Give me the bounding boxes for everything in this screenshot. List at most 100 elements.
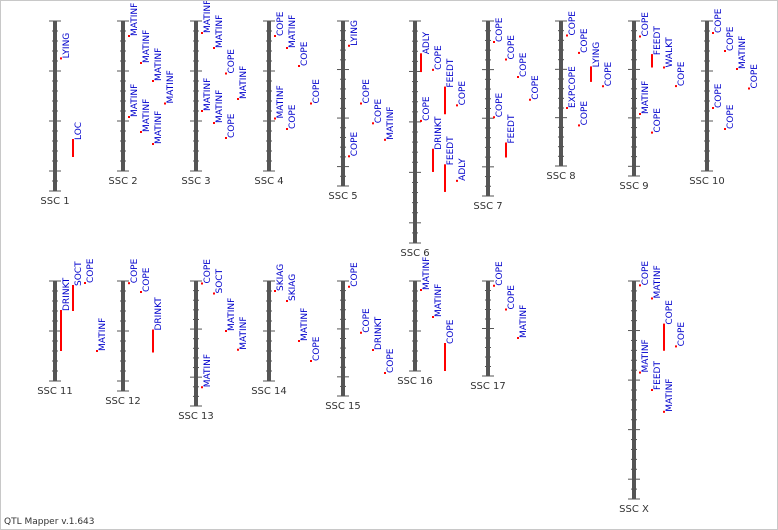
qtl-trait-label: FEEDT	[446, 58, 456, 87]
qtl-trait-label: COPE	[677, 322, 687, 347]
qtl-peak-dot	[602, 85, 604, 88]
qtl-peak-dot	[60, 310, 62, 312]
qtl-peak-dot	[566, 107, 568, 109]
qtl-peak-dot	[140, 131, 142, 133]
qtl-trait-label: LYING	[350, 20, 360, 46]
chromosome-label: SSC 4	[254, 176, 283, 187]
chromosome-label: SSC 12	[105, 396, 141, 407]
qtl-trait-label: COPE	[312, 79, 322, 104]
qtl-peak-dot	[444, 164, 446, 167]
qtl-peak-dot	[213, 122, 215, 124]
qtl-peak-dot	[748, 87, 750, 90]
qtl-trait-label: MATINF	[142, 99, 152, 132]
qtl-peak-dot	[225, 330, 227, 332]
qtl-trait-label: MATINF	[215, 90, 225, 123]
qtl-trait-label: DRINKT	[62, 277, 72, 311]
qtl-trait-label: COPE	[726, 104, 736, 129]
qtl-trait-label: ADLY	[422, 31, 432, 54]
qtl-peak-dot	[128, 35, 130, 37]
qtl-trait-label: FEEDT	[653, 361, 663, 390]
qtl-trait-label: EXPCOPE	[568, 66, 578, 108]
qtl-trait-label: COPE	[142, 267, 152, 292]
qtl-trait-label: COPE	[750, 64, 760, 89]
qtl-trait-label: MATINF	[227, 298, 237, 331]
qtl-trait-label: MATINF	[203, 1, 213, 33]
qtl-trait-label: COPE	[519, 52, 529, 77]
qtl-peak-dot	[152, 329, 154, 332]
qtl-peak-dot	[384, 372, 386, 374]
qtl-peak-dot	[505, 142, 507, 145]
qtl-trait-label: MATINF	[154, 48, 164, 81]
qtl-trait-label: COPE	[362, 79, 372, 104]
qtl-peak-dot	[225, 137, 227, 139]
qtl-peak-dot	[274, 35, 276, 37]
qtl-trait-label: COPE	[580, 28, 590, 53]
qtl-trait-label: MATINF	[130, 3, 140, 36]
qtl-trait-label: ADLY	[458, 158, 468, 181]
qtl-peak-dot	[736, 68, 738, 70]
qtl-peak-dot	[712, 107, 714, 109]
qtl-peak-dot	[444, 343, 446, 345]
qtl-peak-dot	[517, 337, 519, 339]
qtl-peak-dot	[432, 68, 434, 71]
qtl-peak-dot	[420, 119, 422, 122]
qtl-trait-label: COPE	[495, 92, 505, 117]
qtl-peak-dot	[493, 41, 495, 43]
qtl-peak-dot	[201, 386, 203, 389]
qtl-peak-dot	[590, 66, 592, 69]
qtl-peak-dot	[201, 32, 203, 34]
qtl-peak-dot	[140, 62, 142, 64]
chromosome-label: SSC 2	[108, 176, 137, 187]
qtl-trait-label: FEEDT	[653, 26, 663, 55]
qtl-trait-label: COPE	[374, 99, 384, 124]
qtl-trait-label: LYING	[62, 33, 72, 59]
qtl-peak-dot	[60, 57, 62, 60]
qtl-trait-label: COPE	[580, 101, 590, 126]
qtl-trait-label: MATINF	[130, 84, 140, 117]
qtl-trait-label: DRINKT	[154, 297, 164, 331]
qtl-peak-dot	[164, 102, 166, 105]
chromosome-label: SSC 1	[40, 196, 69, 207]
qtl-trait-label: MATINF	[665, 379, 675, 412]
qtl-trait-label: COPE	[300, 41, 310, 66]
qtl-trait-label: COPE	[568, 11, 578, 36]
qtl-trait-label: COPE	[362, 308, 372, 333]
qtl-trait-label: MATINF	[434, 284, 444, 317]
qtl-peak-dot	[348, 155, 350, 158]
qtl-trait-label: MATINF	[166, 70, 176, 103]
qtl-trait-label: COPE	[507, 285, 517, 310]
qtl-peak-dot	[84, 282, 86, 284]
qtl-peak-dot	[201, 110, 203, 112]
qtl-peak-dot	[213, 292, 215, 295]
qtl-trait-label: COPE	[641, 12, 651, 37]
qtl-peak-dot	[493, 284, 495, 287]
qtl-trait-label: MATINF	[738, 36, 748, 69]
qtl-trait-label: MATINF	[641, 81, 651, 114]
qtl-peak-dot	[675, 85, 677, 88]
qtl-trait-label: COPE	[130, 258, 140, 283]
qtl-peak-dot	[420, 289, 422, 291]
qtl-trait-label: LYING	[592, 42, 602, 68]
qtl-trait-label: MATINF	[386, 107, 396, 140]
qtl-peak-dot	[310, 360, 312, 362]
chromosome-label: SSC 6	[400, 248, 429, 259]
chromosome-label: SSC 5	[328, 191, 357, 202]
qtl-trait-label: COPE	[386, 348, 396, 373]
qtl-peak-dot	[72, 285, 74, 287]
qtl-trait-label: WALKT	[665, 37, 675, 68]
qtl-peak-dot	[639, 284, 641, 287]
qtl-trait-label: MATINF	[98, 318, 108, 351]
qtl-peak-dot	[663, 323, 665, 326]
qtl-trait-label: MATINF	[288, 15, 298, 48]
qtl-peak-dot	[298, 340, 300, 342]
qtl-trait-label: MATINF	[215, 15, 225, 48]
chromosome-label: SSC 17	[470, 381, 506, 392]
qtl-peak-dot	[72, 139, 74, 141]
chromosome-label: SSC 9	[619, 181, 648, 192]
qtl-peak-dot	[201, 282, 203, 285]
qtl-peak-dot	[517, 76, 519, 78]
qtl-trait-label: MATINF	[154, 111, 164, 144]
qtl-peak-dot	[286, 47, 288, 49]
qtl-peak-dot	[724, 128, 726, 130]
